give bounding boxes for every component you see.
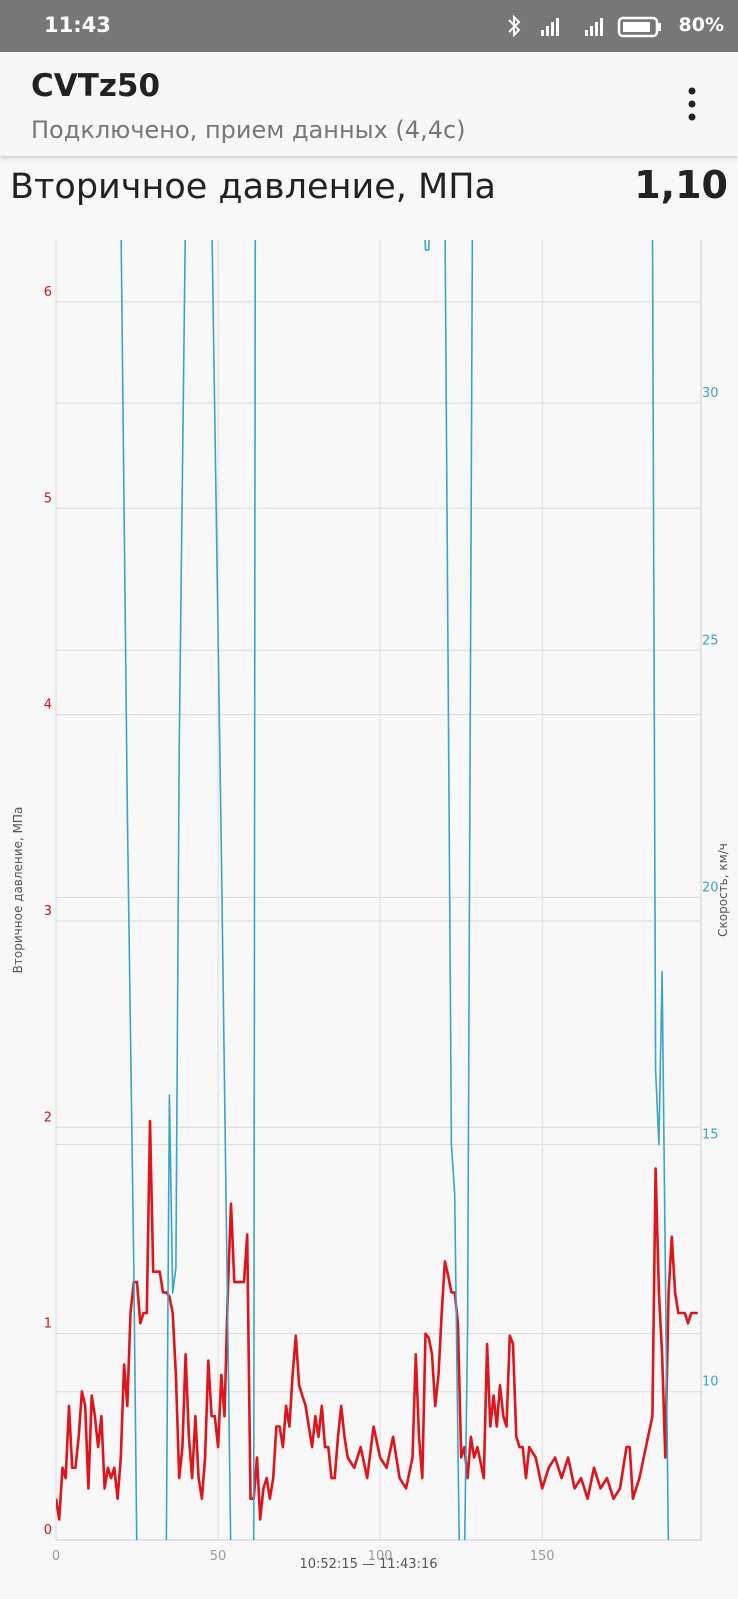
x-axis-title: 10:52:15 — 11:43:16: [299, 1557, 437, 1572]
y2-tick-label: 25: [702, 633, 719, 648]
y-tick-label: 3: [44, 904, 52, 919]
y-tick-label: 6: [44, 285, 52, 300]
chart-title: Вторичное давление, МПа: [10, 167, 496, 207]
menu-button[interactable]: [686, 86, 698, 122]
pressure-line: [56, 1119, 698, 1521]
app-bar: CVTz50 Подключено, прием данных (4,4с): [0, 52, 738, 156]
x-tick-label: 50: [210, 1549, 227, 1564]
y-axis-title: Вторичное давление, МПа: [11, 807, 25, 974]
y-tick-label: 0: [44, 1523, 52, 1538]
battery-level: 80%: [678, 14, 724, 36]
y2-axis-title: Скорость, км/ч: [716, 843, 730, 937]
x-tick-label: 150: [530, 1549, 555, 1564]
connection-status: Подключено, прием данных (4,4с): [31, 116, 466, 144]
status-time: 11:43: [44, 13, 111, 37]
x-tick-label: 0: [52, 1549, 60, 1564]
y2-tick-label: 15: [702, 1128, 719, 1143]
y-tick-label: 5: [44, 491, 52, 506]
x-tick-label: 100: [368, 1549, 393, 1564]
y-tick-label: 2: [44, 1110, 52, 1125]
y2-tick-label: 10: [702, 1375, 719, 1390]
app-title: CVTz50: [31, 68, 161, 104]
status-bar: 11:43 80%: [0, 0, 738, 52]
status-icons: [508, 14, 661, 38]
y-tick-label: 1: [44, 1317, 52, 1332]
speed-line: [120, 240, 670, 1540]
plot-area: [56, 240, 698, 1540]
y2-tick-label: 20: [702, 880, 719, 895]
y-tick-label: 4: [44, 698, 52, 713]
current-value: 1,10: [634, 163, 728, 207]
y2-tick-label: 30: [702, 386, 719, 401]
chart: Вторичное давление, МПа 1,10 Вторичное д…: [10, 163, 730, 1572]
